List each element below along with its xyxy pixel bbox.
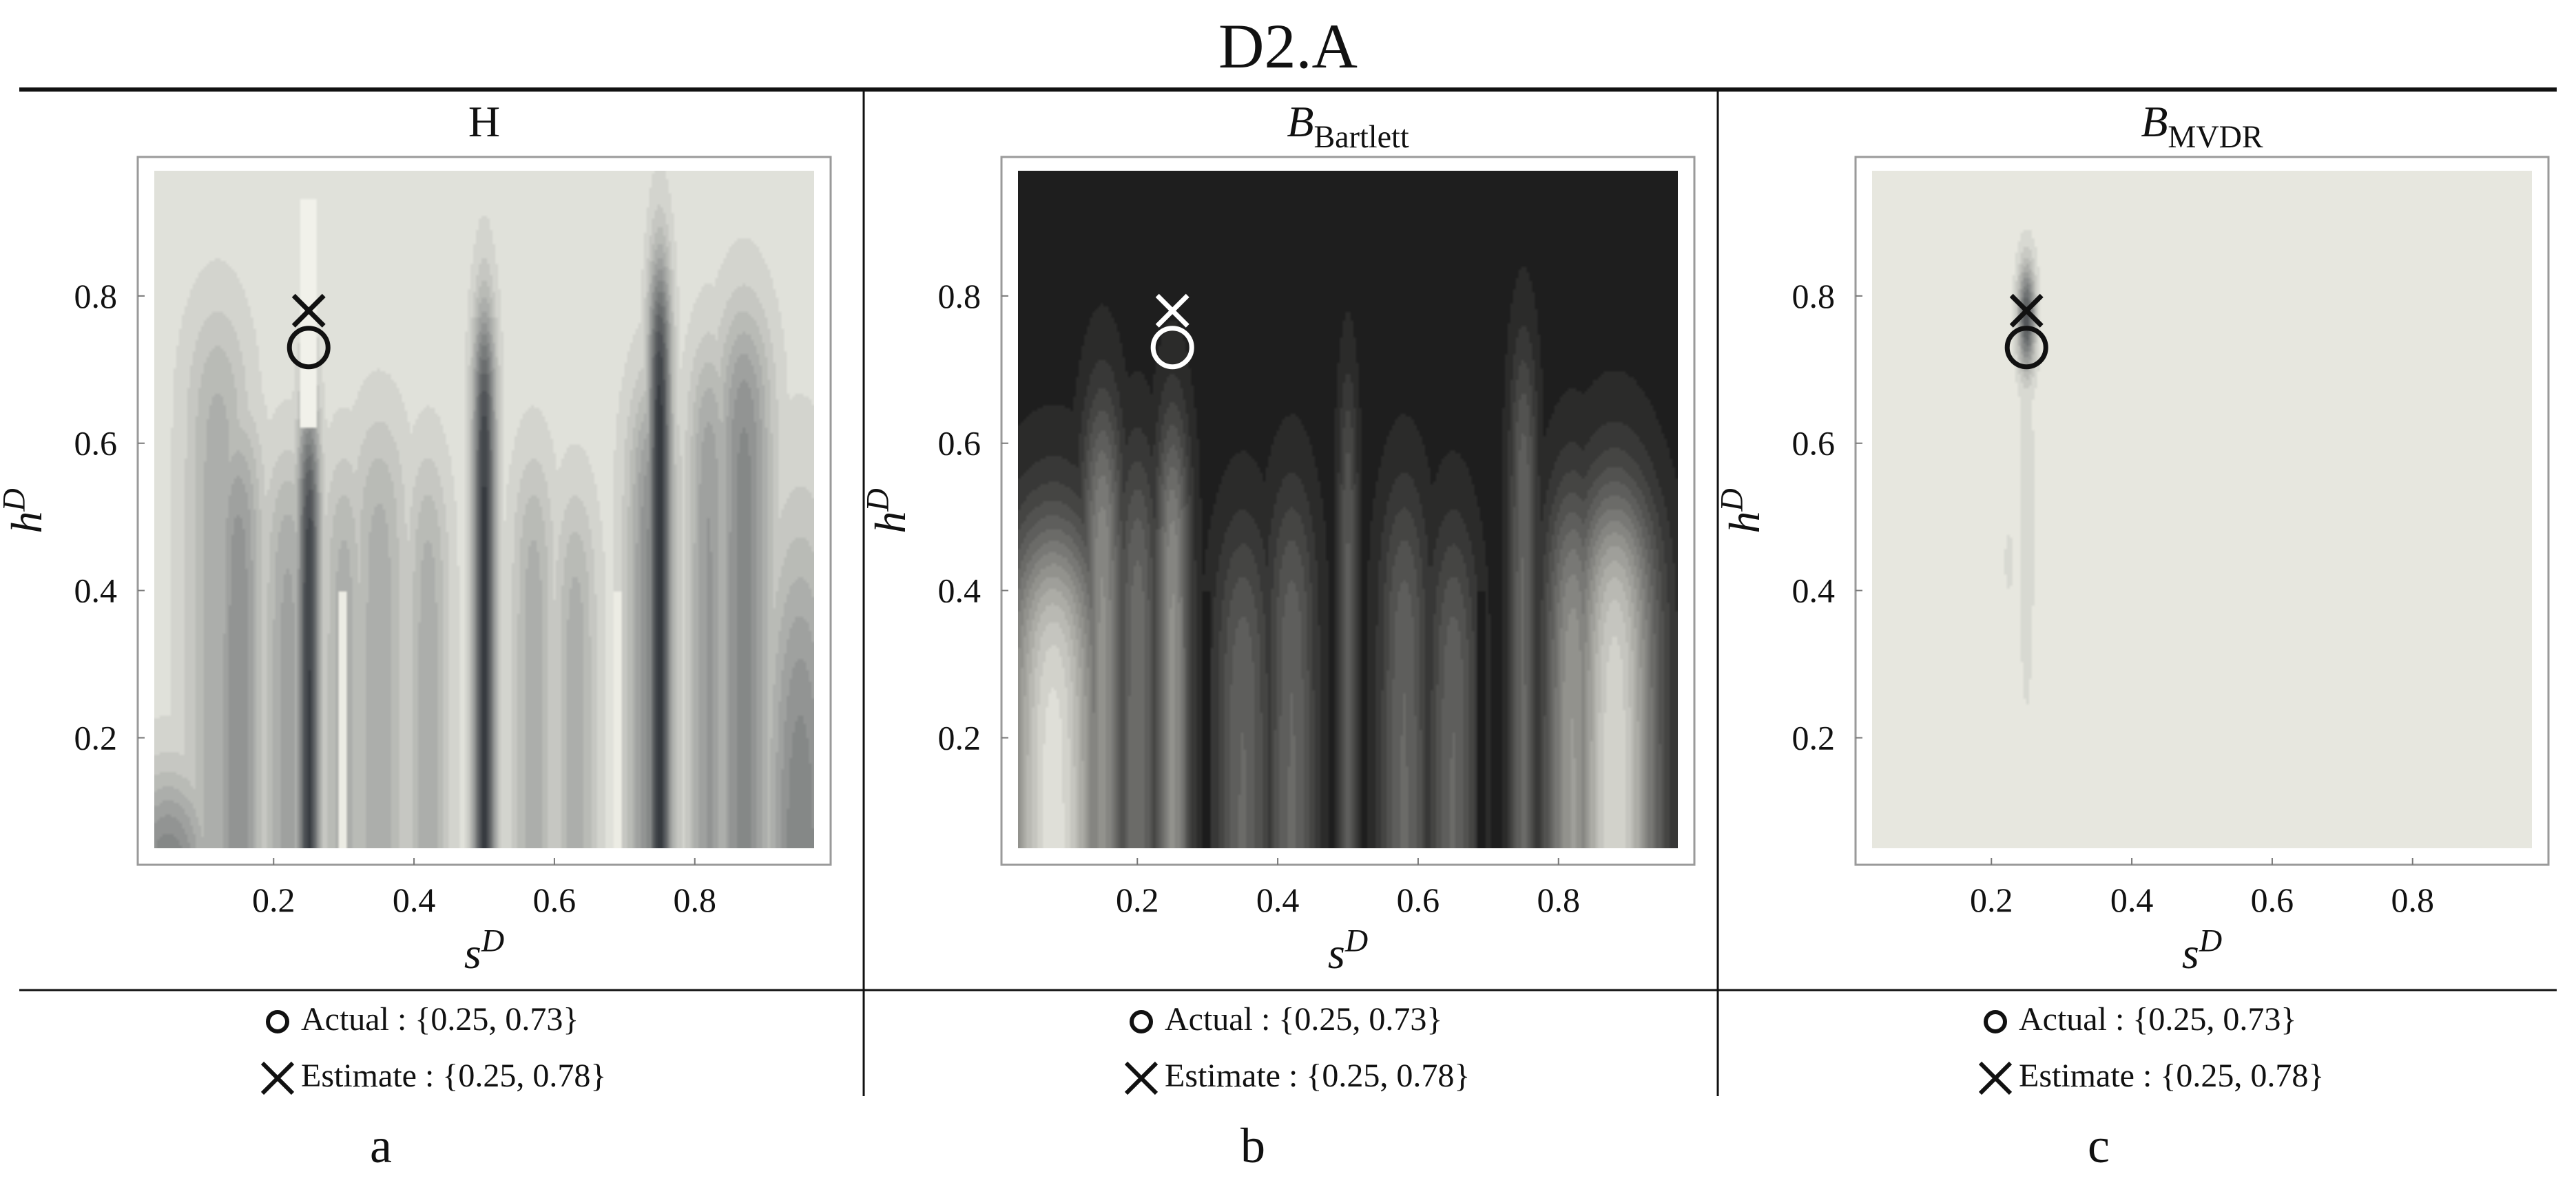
legend-estimate: Estimate : {0.25, 0.78}	[301, 1058, 606, 1094]
y-tick-label: 0.8	[1792, 277, 1836, 315]
panel-b: BBartlett 0.2 0.4 0.6 0.8 0.2 0.4 0.6 0.8 sD hD Act…	[860, 97, 1696, 1173]
heatmap-surface	[1872, 171, 2532, 848]
x-tick-label: 0.2	[252, 881, 295, 919]
legend-cross-icon	[1978, 1061, 2013, 1095]
panel-letter: b	[1240, 1118, 1265, 1173]
legend-actual: Actual : {0.25, 0.73}	[1165, 1001, 1442, 1038]
x-tick-label: 0.4	[1256, 881, 1300, 919]
y-tick-label: 0.2	[1792, 719, 1836, 757]
y-tick-label: 0.2	[74, 719, 118, 757]
x-axis-label: sD	[464, 923, 504, 978]
y-tick-label: 0.6	[74, 424, 118, 463]
figure-title: D2.A	[1218, 11, 1358, 81]
y-tick-label: 0.6	[1792, 424, 1836, 463]
actual-marker	[2004, 326, 2048, 370]
panel-c: BMVDR 0.2 0.4 0.6 0.8 0.2 0.4 0.6 0.8 sD hD Actual …	[1714, 97, 2550, 1173]
panel-title: BBartlett	[1287, 97, 1409, 154]
legend-estimate: Estimate : {0.25, 0.78}	[2019, 1058, 2324, 1094]
y-tick-label: 0.4	[1792, 571, 1836, 610]
y-tick-label: 0.4	[938, 571, 981, 610]
estimate-marker	[2009, 293, 2044, 328]
y-tick-label: 0.2	[938, 719, 981, 757]
legend-circle-icon	[1984, 1010, 2007, 1033]
x-tick-label: 0.2	[1116, 881, 1159, 919]
panel-title: BMVDR	[2141, 97, 2263, 154]
estimate-marker	[1155, 293, 1190, 328]
legend-estimate: Estimate : {0.25, 0.78}	[1165, 1058, 1470, 1094]
legend-actual: Actual : {0.25, 0.73}	[2019, 1001, 2296, 1038]
y-tick-label: 0.8	[938, 277, 981, 315]
x-tick-label: 0.6	[2251, 881, 2294, 919]
panel-letter: c	[2088, 1118, 2110, 1173]
y-tick-label: 0.4	[74, 571, 118, 610]
x-tick-label: 0.4	[2110, 881, 2154, 919]
legend-cross-icon	[260, 1061, 295, 1095]
panel-letter: a	[370, 1118, 392, 1173]
panels-group: H 0.2 0.4 0.6 0.8 0.2 0.4 0.6 0.8 sD hD Actual : {0…	[0, 97, 2550, 1173]
x-tick-label: 0.8	[2391, 881, 2434, 919]
x-tick-label: 0.6	[533, 881, 577, 919]
x-axis-label: sD	[2182, 923, 2222, 978]
x-tick-label: 0.2	[1970, 881, 2013, 919]
x-tick-label: 0.4	[393, 881, 436, 919]
panel-title: H	[468, 97, 500, 146]
legend-cross-icon	[1124, 1061, 1159, 1095]
x-tick-label: 0.8	[1537, 881, 1580, 919]
actual-marker	[1150, 326, 1194, 370]
y-axis-label: hD	[860, 488, 915, 533]
heatmap-surface	[154, 171, 814, 848]
x-tick-label: 0.6	[1397, 881, 1440, 919]
y-tick-label: 0.8	[74, 277, 118, 315]
heatmap-surface	[1018, 171, 1678, 848]
estimate-marker	[291, 293, 326, 328]
actual-marker	[287, 326, 331, 370]
panel-a: H 0.2 0.4 0.6 0.8 0.2 0.4 0.6 0.8 sD hD Actual : {0…	[0, 97, 832, 1173]
legend-circle-icon	[266, 1010, 289, 1033]
y-axis-label: hD	[0, 488, 51, 533]
y-axis-label: hD	[1714, 488, 1769, 533]
y-tick-label: 0.6	[938, 424, 981, 463]
legend-actual: Actual : {0.25, 0.73}	[301, 1001, 579, 1038]
legend-circle-icon	[1130, 1010, 1153, 1033]
x-axis-label: sD	[1328, 923, 1368, 978]
x-tick-label: 0.8	[673, 881, 716, 919]
